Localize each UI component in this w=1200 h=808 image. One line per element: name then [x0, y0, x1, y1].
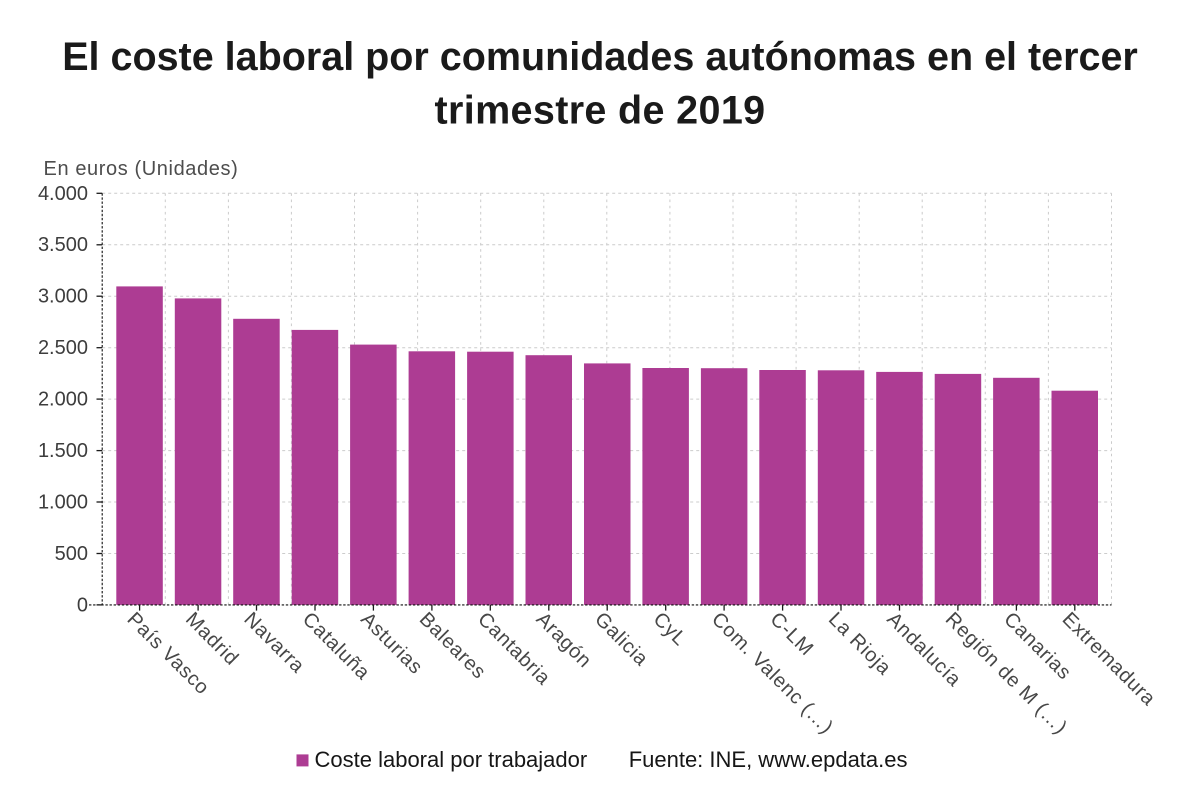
svg-text:1.500: 1.500 [38, 440, 88, 462]
svg-text:Fuente: INE, www.epdata.es: Fuente: INE, www.epdata.es [629, 747, 908, 772]
svg-text:El coste laboral por comunidad: El coste laboral por comunidades autónom… [62, 35, 1138, 79]
svg-text:3.500: 3.500 [38, 234, 88, 256]
svg-text:Coste laboral por trabajador: Coste laboral por trabajador [315, 747, 588, 772]
svg-text:4.000: 4.000 [38, 183, 88, 205]
svg-text:trimestre de 2019: trimestre de 2019 [435, 89, 766, 133]
svg-text:2.000: 2.000 [38, 389, 88, 411]
svg-text:1.000: 1.000 [38, 492, 88, 514]
svg-text:500: 500 [55, 543, 88, 565]
svg-text:0: 0 [77, 594, 88, 616]
svg-text:3.000: 3.000 [38, 286, 88, 308]
svg-text:2.500: 2.500 [38, 337, 88, 359]
svg-text:En euros (Unidades): En euros (Unidades) [44, 158, 239, 180]
